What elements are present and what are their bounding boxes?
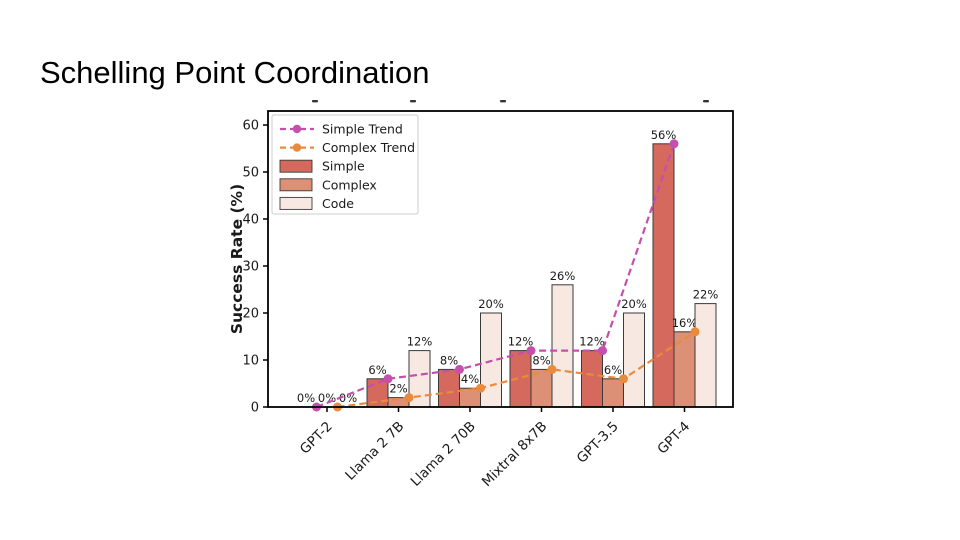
- bar-simple-Llama 2 70B: [438, 368, 460, 408]
- y-tick-label: 60: [242, 119, 259, 134]
- value-label: 12%: [508, 335, 534, 349]
- value-label: 22%: [693, 288, 719, 302]
- trend-marker: [404, 393, 414, 403]
- slide-title: Schelling Point Coordination: [40, 55, 430, 90]
- y-tick-label: 40: [242, 213, 259, 228]
- value-label: 2%: [389, 382, 407, 396]
- y-tick-label: 20: [242, 307, 259, 322]
- value-label: 16%: [672, 316, 698, 330]
- value-label: 8%: [440, 353, 458, 367]
- legend-label: Code: [322, 196, 354, 211]
- bar-simple-Llama 2 7B: [366, 378, 389, 408]
- y-axis-label: Success Rate (%): [230, 184, 246, 334]
- bar-complex-GPT-3.5: [602, 378, 624, 408]
- x-tick-label: GPT-4: [654, 419, 693, 458]
- bar-code-GPT-3.5: [623, 312, 645, 408]
- trend-marker: [476, 383, 485, 393]
- value-label: 56%: [651, 128, 677, 142]
- clipped-title-fragment: [500, 100, 506, 103]
- y-tick-label: 50: [242, 166, 259, 181]
- value-label: 12%: [407, 335, 433, 349]
- value-label: 8%: [532, 353, 550, 367]
- x-tick-label: GPT-3.5: [574, 419, 622, 467]
- bar-simple-GPT-3.5: [581, 350, 603, 408]
- legend-marker-sample: [292, 124, 302, 134]
- x-tick-label: Mixtral 8x7B: [479, 419, 550, 490]
- schelling-coordination-chart: 0%6%8%12% 12%56%0%2%4%8%6%16%0%12%20%26%2…: [228, 100, 734, 490]
- clipped-title-fragment: [312, 100, 318, 103]
- trend-marker: [598, 346, 607, 356]
- legend-label: Complex: [322, 177, 377, 192]
- x-tick-label: Llama 2 7B: [342, 419, 407, 484]
- legend-label: Complex Trend: [322, 140, 415, 155]
- y-tick-label: 30: [242, 260, 259, 275]
- y-tick-label: 10: [242, 354, 259, 369]
- value-label: 26%: [550, 269, 576, 283]
- value-label: 6%: [604, 363, 622, 377]
- legend-label: Simple Trend: [322, 122, 403, 137]
- x-tick-label: GPT-2: [297, 419, 336, 458]
- trend-line-complex: [337, 330, 696, 409]
- trend-marker: [619, 374, 628, 384]
- value-label: 20%: [478, 297, 504, 311]
- legend-patch-sample: [279, 178, 313, 192]
- trend-marker: [526, 346, 536, 356]
- x-tick-label: Llama 2 70B: [408, 419, 479, 490]
- legend-patch-sample: [279, 159, 313, 173]
- trend-line-simple: [316, 143, 676, 409]
- trend-marker: [455, 364, 464, 374]
- plot-frame: [267, 110, 734, 408]
- trend-marker: [383, 374, 393, 384]
- value-label: 0%: [297, 391, 315, 405]
- value-label: 20%: [621, 297, 647, 311]
- clipped-title-fragment: [703, 100, 709, 103]
- legend-label: Simple: [322, 159, 365, 174]
- chart-figure: 0% 6% 8% 12% 12% 56% 0% 2% 4% 8% 6% 16% 0% 12% 20% 26% 2…: [228, 95, 750, 520]
- trend-marker: [690, 327, 700, 337]
- bar-code-GPT-4: [694, 303, 717, 408]
- value-label: 6%: [368, 363, 386, 377]
- clipped-title-fragment: [410, 100, 416, 103]
- bar-simple-GPT-4: [652, 143, 675, 408]
- legend-patch-sample: [279, 196, 313, 210]
- value-label: 4%: [461, 372, 479, 386]
- trend-marker: [669, 139, 679, 149]
- trend-marker: [547, 364, 557, 374]
- y-tick-label: 0: [251, 401, 259, 416]
- legend-marker-sample: [292, 143, 302, 152]
- value-label: 12%: [579, 335, 605, 349]
- bar-code-Mixtral 8x7B: [551, 284, 574, 408]
- value-label: 0%: [339, 391, 357, 405]
